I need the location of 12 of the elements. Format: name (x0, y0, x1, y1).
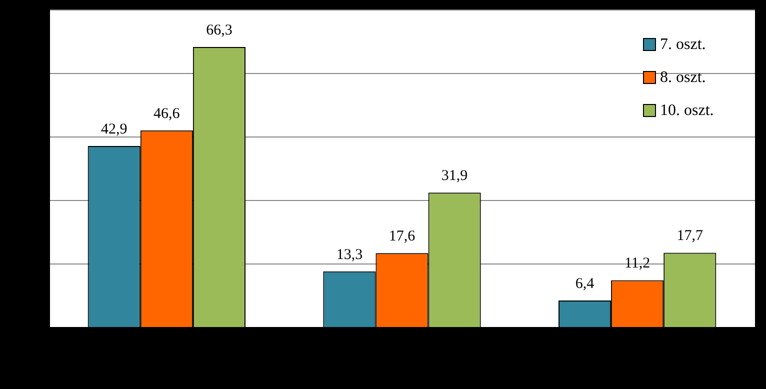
data-label: 17,6 (388, 228, 416, 245)
data-label: 11,2 (624, 256, 650, 272)
data-label: 17,7 (676, 228, 704, 244)
data-label: 66,3 (206, 22, 232, 38)
legend-label: 7. oszt. (660, 35, 706, 55)
data-label: 46,6 (154, 106, 180, 122)
legend-label: 10. oszt. (660, 101, 714, 121)
data-label: 42,9 (100, 121, 128, 138)
legend-label: 8. oszt. (660, 68, 706, 88)
data-label: 6,4 (575, 276, 595, 292)
data-label: 31,9 (441, 168, 468, 184)
data-label: 13,3 (336, 246, 363, 263)
